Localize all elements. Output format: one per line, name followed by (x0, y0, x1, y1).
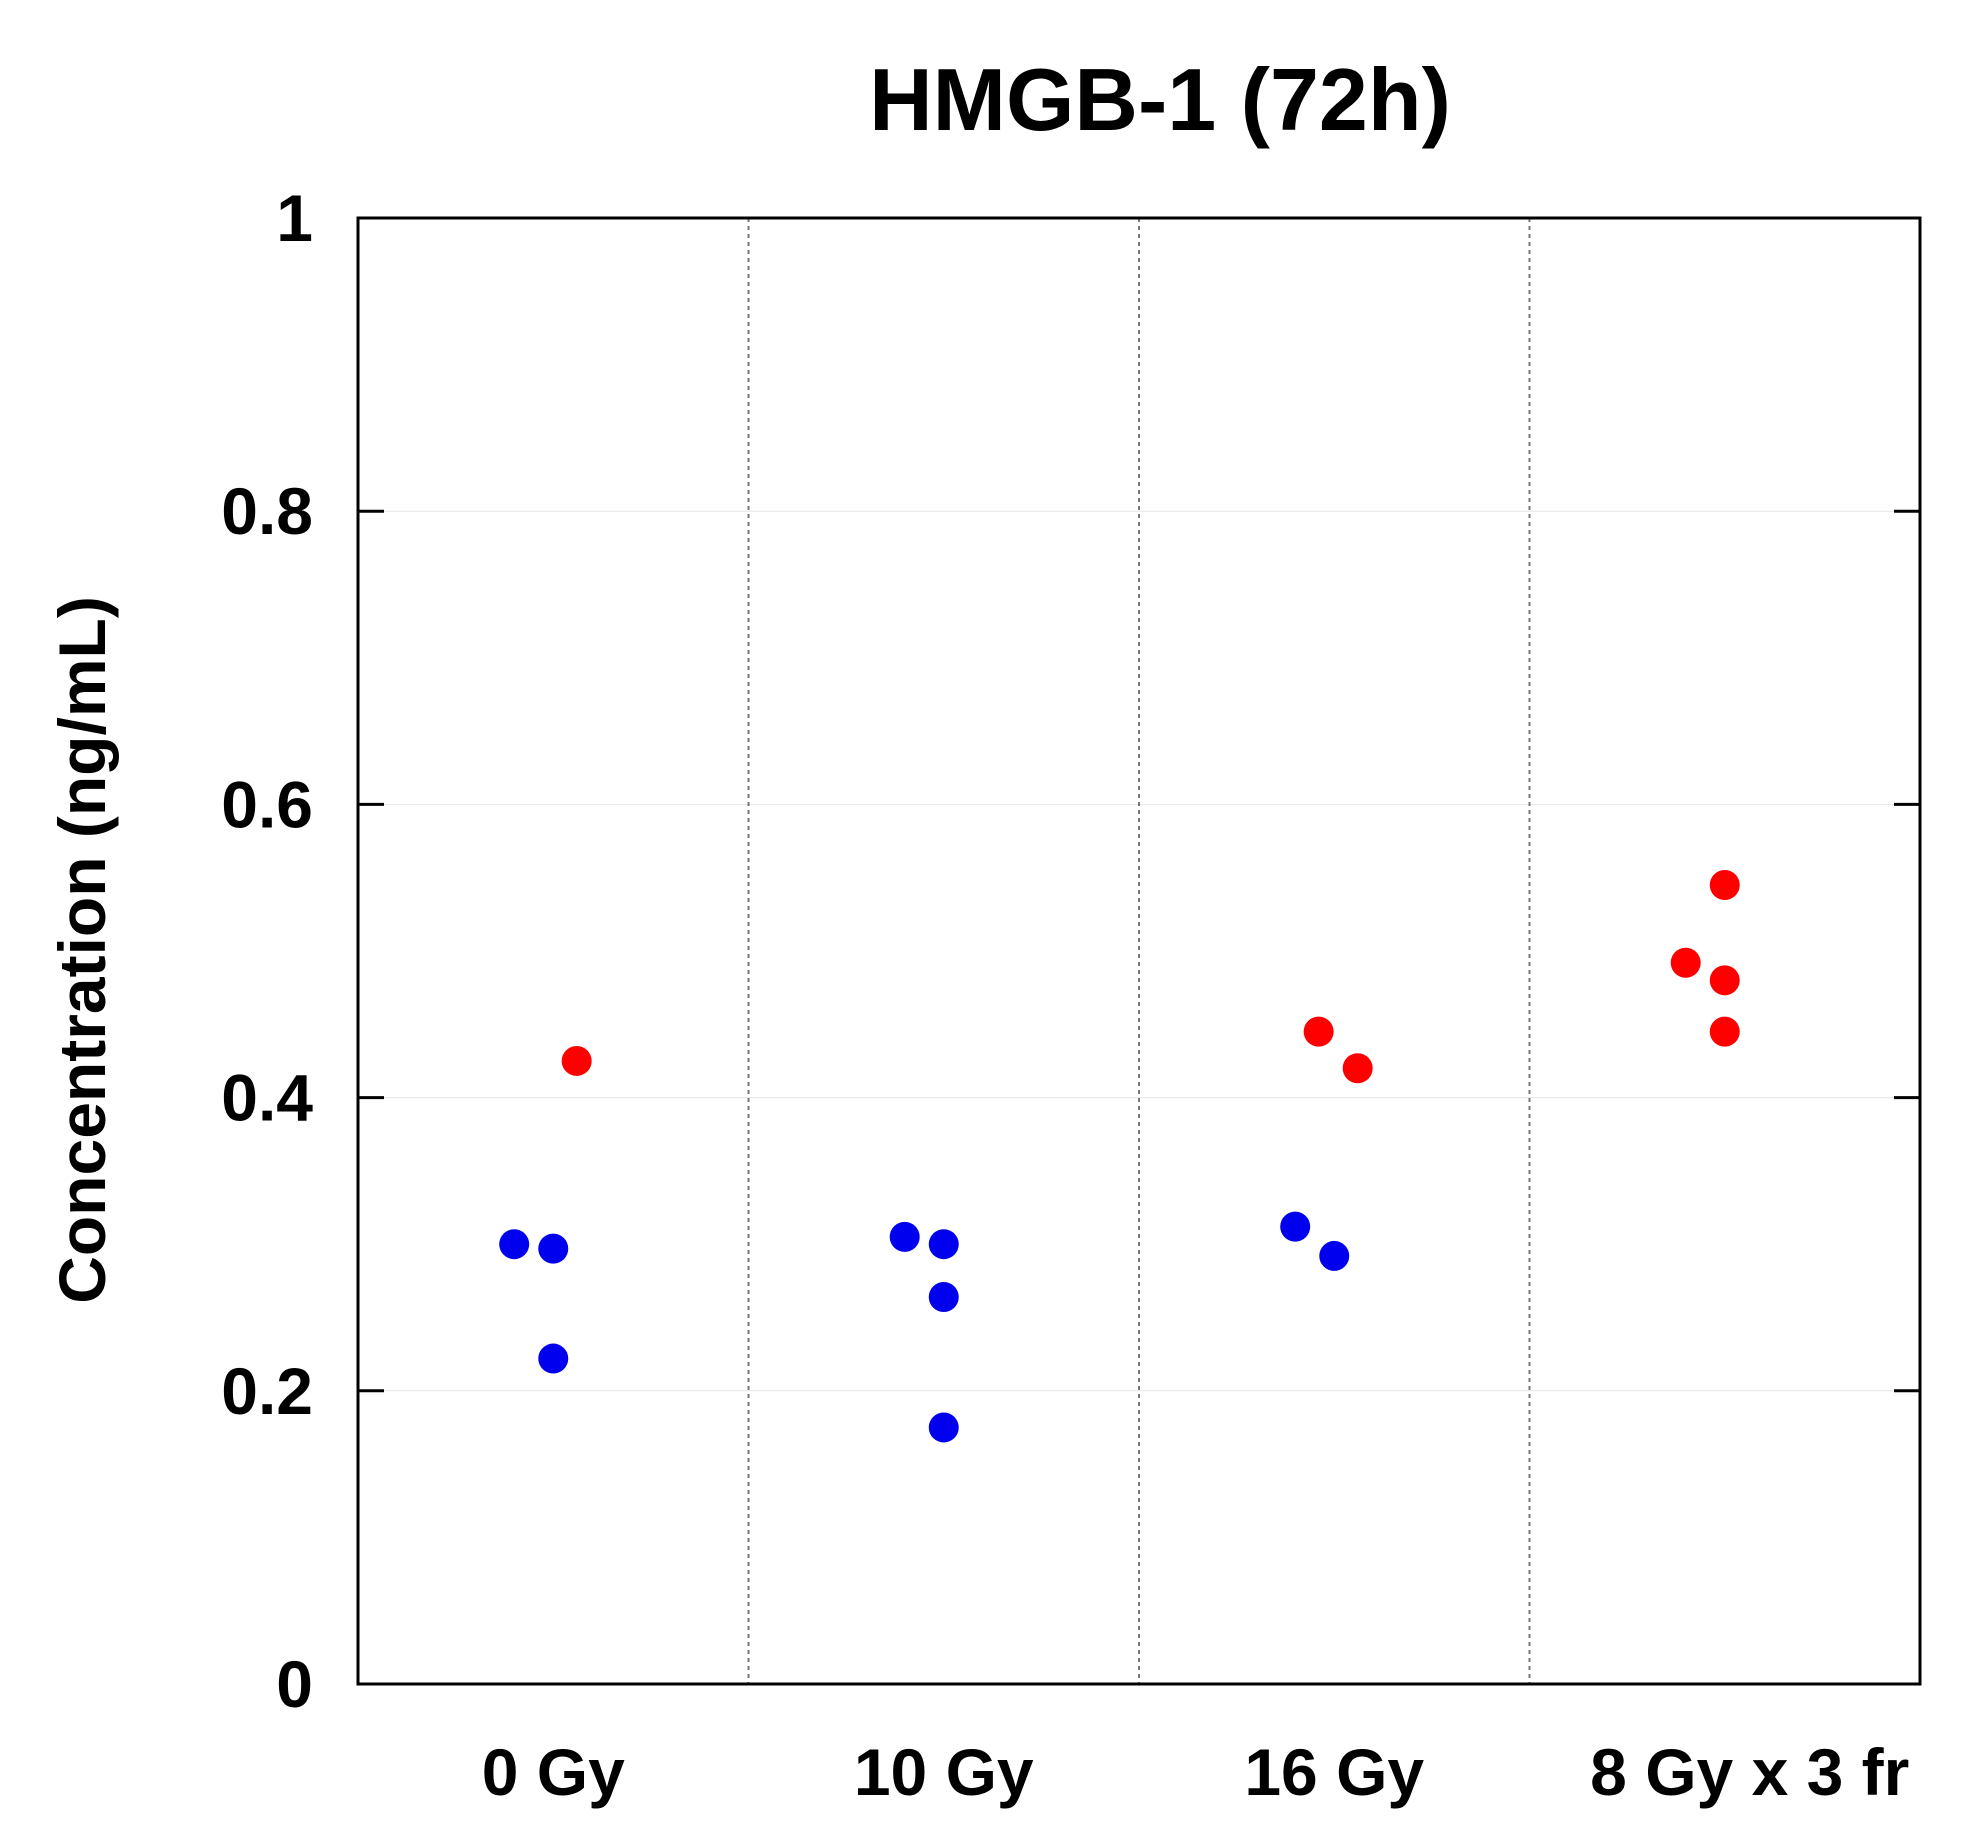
data-point-blue (538, 1233, 569, 1264)
data-point-red (561, 1045, 592, 1076)
data-point-blue (499, 1229, 530, 1260)
y-tick-label: 0.2 (221, 1354, 313, 1428)
x-axis-labels: 0 Gy 10 Gy 16 Gy 8 Gy x 3 fr (482, 1735, 1910, 1809)
x-tick-label: 8 Gy x 3 fr (1590, 1735, 1909, 1809)
category-separators (747, 218, 1531, 1684)
x-tick-label: 0 Gy (482, 1735, 625, 1809)
y-axis-ticks: 0 0.2 0.4 0.6 0.8 1 (221, 181, 1920, 1721)
data-point-blue (1319, 1240, 1350, 1271)
data-point-red (1303, 1016, 1334, 1047)
data-point-red (1709, 965, 1740, 996)
x-tick-label: 10 Gy (854, 1735, 1034, 1809)
y-axis-label: Concentration (ng/mL) (45, 596, 119, 1304)
plot-frame (356, 216, 1922, 1686)
chart-title: HMGB-1 (72h) (869, 50, 1451, 149)
y-tick-label: 1 (276, 181, 313, 255)
data-point-blue (889, 1221, 920, 1252)
data-point-blue (928, 1229, 959, 1260)
data-point-red (1709, 1016, 1740, 1047)
data-point-blue (1280, 1211, 1311, 1242)
data-point-red (1709, 870, 1740, 901)
data-point-blue (928, 1412, 959, 1443)
y-tick-label: 0.8 (221, 474, 313, 548)
data-points (499, 870, 1740, 1443)
data-point-blue (538, 1343, 569, 1374)
y-tick-label: 0.6 (221, 767, 313, 841)
y-tick-label: 0.4 (221, 1061, 313, 1135)
data-point-red (1670, 947, 1701, 978)
data-point-blue (928, 1281, 959, 1312)
x-tick-label: 16 Gy (1244, 1735, 1424, 1809)
data-point-red (1342, 1053, 1373, 1084)
y-tick-label: 0 (276, 1647, 313, 1721)
